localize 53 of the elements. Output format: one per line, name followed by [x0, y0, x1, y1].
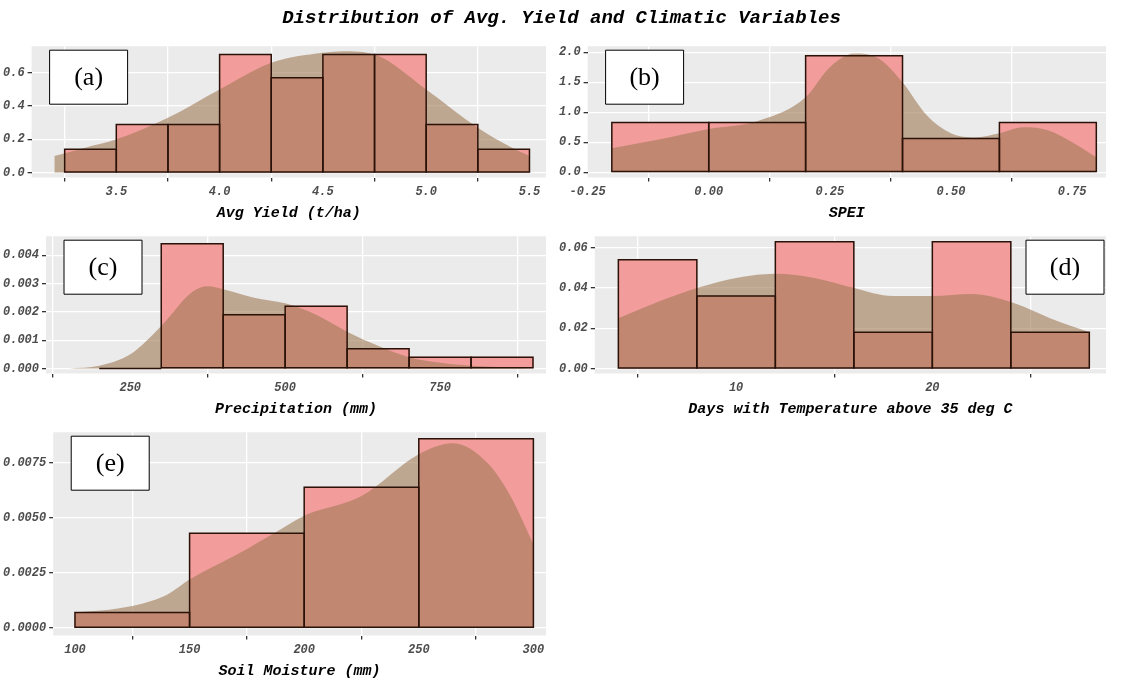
- x-axis-title: Avg Yield (t/ha): [215, 204, 361, 222]
- y-tick-label: 1.5: [558, 75, 582, 90]
- y-tick-label: 0.0050: [2, 510, 47, 525]
- x-tick-label: 4.5: [312, 184, 335, 199]
- y-tick-label: 2.0: [558, 45, 581, 60]
- x-tick-label: 250: [119, 380, 142, 395]
- x-tick-label: 20: [925, 380, 940, 395]
- y-tick-label: 0.5: [558, 135, 582, 150]
- x-tick-label: 5.0: [415, 184, 437, 199]
- y-tick-label: 1.0: [558, 105, 581, 120]
- x-tick-label: 10: [728, 380, 744, 395]
- x-axis-title: Precipitation (mm): [214, 400, 378, 418]
- x-tick-label: 100: [64, 642, 86, 657]
- x-tick-label: 0.75: [1057, 184, 1088, 199]
- x-tick-label: 5.5: [518, 184, 542, 199]
- x-tick-label: 300: [522, 642, 545, 657]
- x-tick-label: 500: [274, 380, 296, 395]
- y-tick-label: 0.06: [558, 240, 588, 255]
- x-tick-label: 150: [178, 642, 201, 657]
- y-tick-label: 0.001: [2, 333, 40, 348]
- annotation: (b): [629, 62, 660, 92]
- y-tick-label: 0.0: [558, 165, 581, 180]
- y-tick-label: 0.0: [2, 165, 25, 180]
- x-tick-label: 0.25: [815, 184, 846, 199]
- annotation: (e): [95, 448, 125, 478]
- y-tick-label: 0.0025: [2, 565, 47, 580]
- x-axis-title: SPEI: [828, 204, 866, 222]
- annotation: (a): [74, 62, 104, 92]
- y-tick-label: 0.2: [2, 132, 25, 147]
- y-tick-label: 0.6: [2, 65, 25, 80]
- y-tick-label: 0.0000: [2, 620, 47, 635]
- x-tick-label: 250: [407, 642, 430, 657]
- x-tick-label: -0.25: [569, 184, 607, 199]
- x-tick-label: 0.50: [936, 184, 966, 199]
- x-tick-label: 3.5: [105, 184, 128, 199]
- x-tick-label: 0.00: [694, 184, 724, 199]
- annotation: (c): [88, 252, 118, 282]
- y-tick-label: 0.04: [558, 280, 588, 295]
- y-tick-label: 0.0075: [2, 456, 47, 470]
- y-tick-label: 0.02: [558, 321, 588, 336]
- y-tick-label: 0.000: [2, 361, 40, 376]
- y-tick-label: 0.002: [2, 304, 40, 319]
- x-tick-label: 4.0: [208, 184, 231, 199]
- y-tick-label: 0.4: [2, 99, 25, 114]
- y-tick-label: 0.00: [558, 361, 588, 376]
- x-axis-title: Days with Temperature above 35 deg C: [688, 400, 1014, 418]
- y-tick-label: 0.004: [2, 248, 40, 263]
- chart-title: Distribution of Avg. Yield and Climatic Variables: [281, 6, 842, 31]
- x-axis-title: Soil Moisture (mm): [218, 662, 381, 680]
- y-tick-label: 0.003: [2, 276, 40, 291]
- annotation: (d): [1049, 252, 1081, 282]
- x-tick-label: 200: [293, 642, 315, 657]
- x-tick-label: 750: [429, 380, 451, 395]
